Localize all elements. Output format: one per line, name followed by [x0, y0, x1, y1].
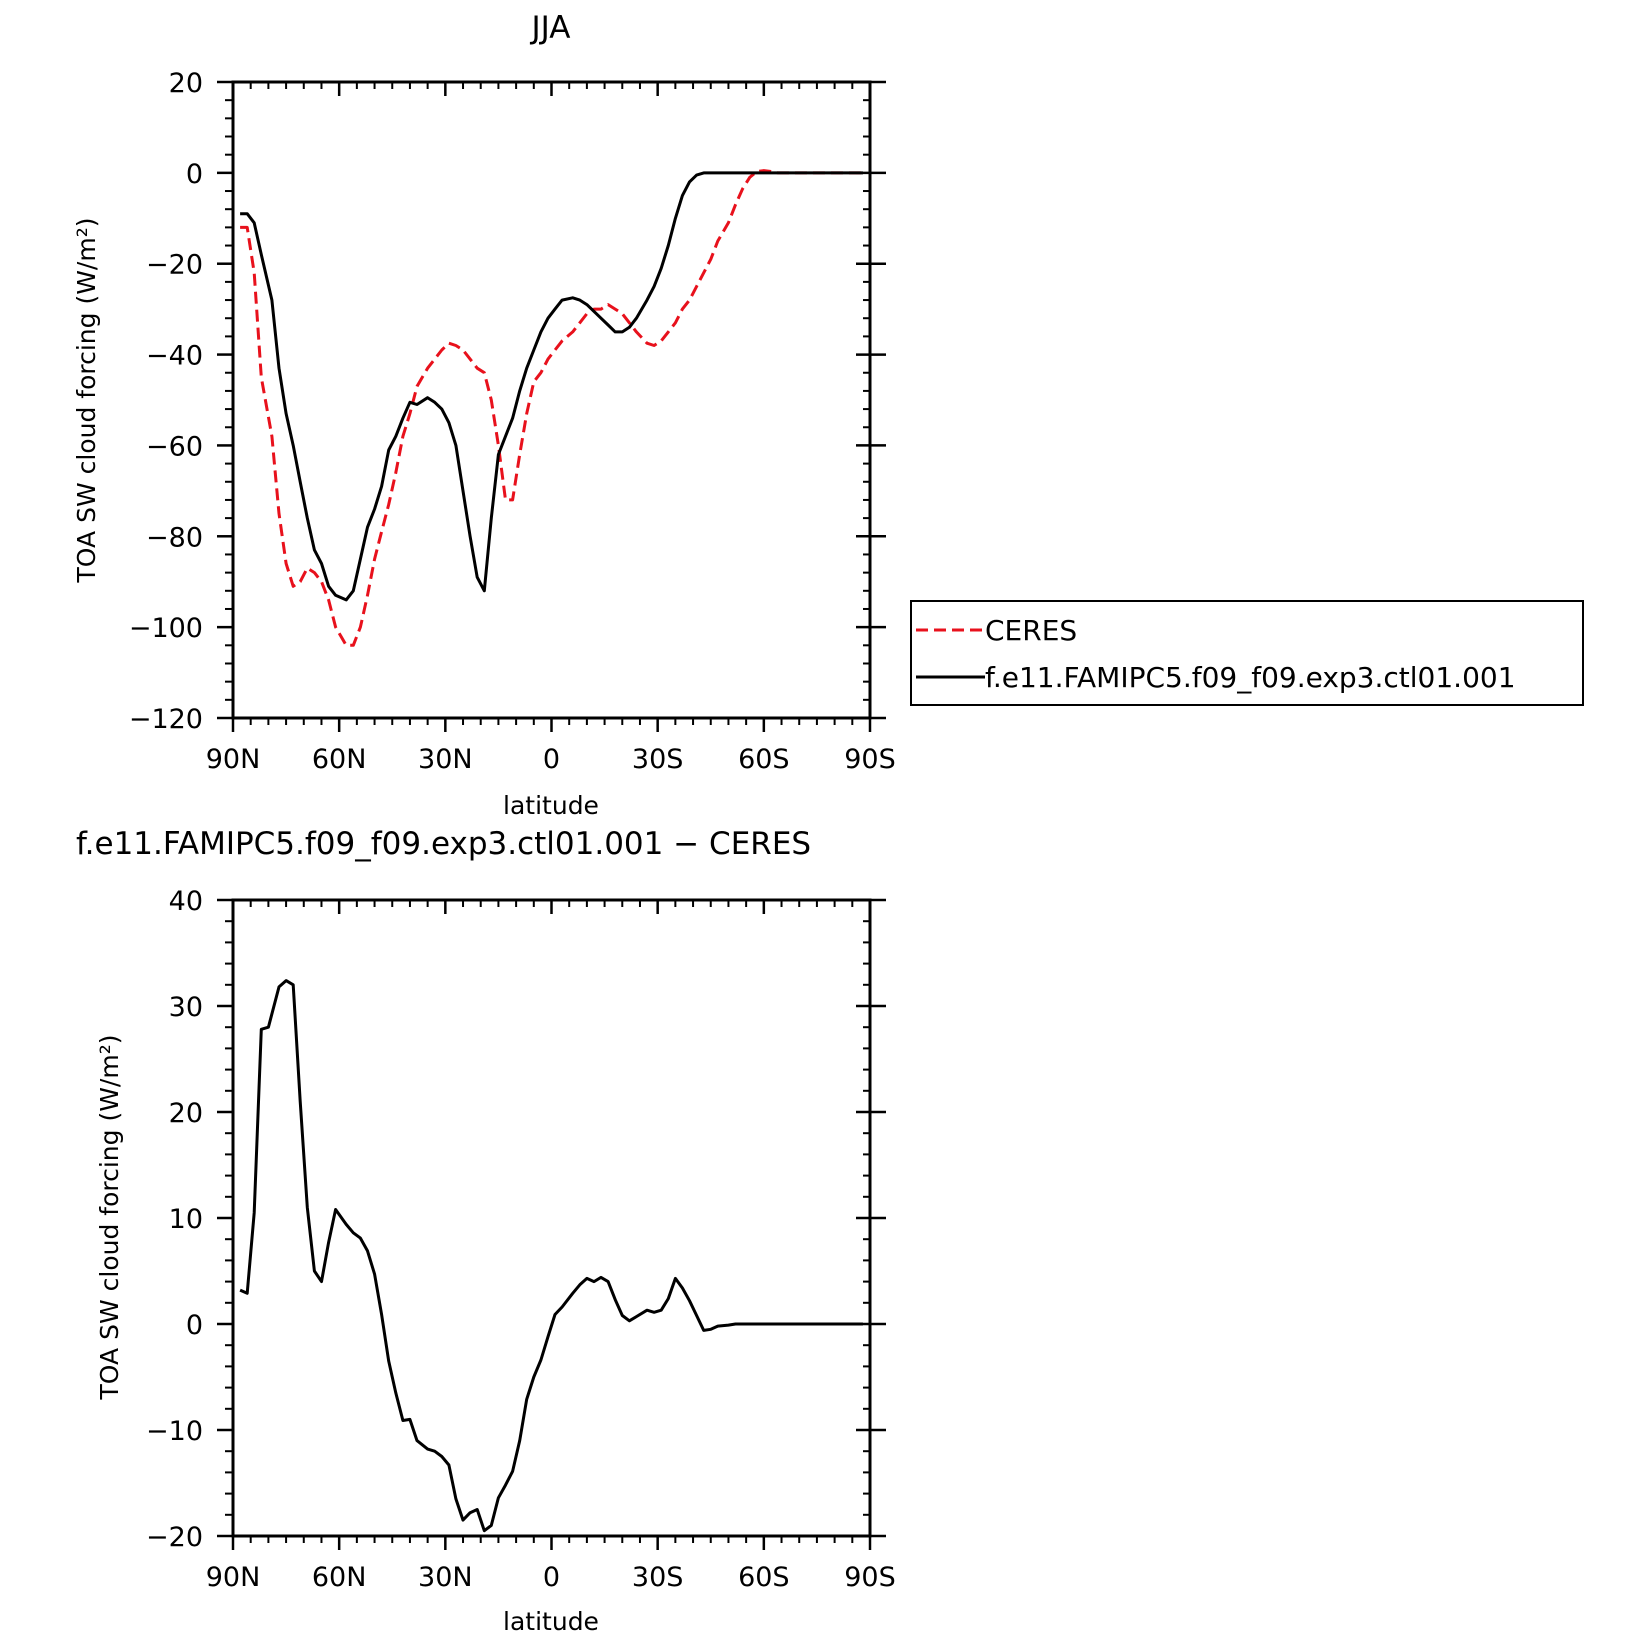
bottom-y-tick-label: 0 — [186, 1310, 203, 1341]
top-y-axis-label: TOA SW cloud forcing (W/m²) — [72, 218, 101, 584]
bottom-y-tick-label: 20 — [169, 1098, 203, 1129]
bottom-chart-title: f.e11.FAMIPC5.f09_f09.exp3.ctl01.001 − C… — [76, 826, 811, 862]
top-plot-frame — [231, 80, 872, 720]
bottom-x-tick-label: 0 — [543, 1562, 560, 1593]
bottom-tick-labels: 90N 60N 30N 0 30S 60S 90S 40 30 20 10 0 −10 −20 — [146, 886, 896, 1593]
bottom-series-line-0 — [239, 979, 863, 1533]
legend: CERES f.e11.FAMIPC5.f09_f09.exp3.ctl01.0… — [910, 600, 1584, 706]
top-x-tick-label: 90N — [206, 744, 261, 775]
top-chart-title: JJA — [530, 10, 571, 46]
bottom-x-tick-label: 90N — [206, 1562, 261, 1593]
top-ticks — [217, 80, 886, 732]
top-series-line-1 — [240, 171, 863, 602]
bottom-y-tick-label: −10 — [146, 1416, 203, 1447]
bottom-ticks — [217, 898, 886, 1550]
top-series-line-0 — [240, 169, 863, 647]
top-x-tick-label: 30N — [418, 744, 473, 775]
bottom-y-tick-label: −20 — [146, 1522, 203, 1553]
bottom-x-tick-label: 60N — [312, 1562, 367, 1593]
top-x-tick-label: 60N — [312, 744, 367, 775]
legend-box — [910, 600, 1584, 706]
top-y-tick-label: −20 — [146, 250, 203, 281]
top-y-tick-label: −60 — [146, 431, 203, 462]
bottom-x-axis-label: latitude — [503, 1607, 599, 1635]
top-y-tick-label: −100 — [129, 613, 203, 644]
top-x-tick-label: 30S — [632, 744, 684, 775]
bottom-y-axis-label: TOA SW cloud forcing (W/m²) — [95, 1035, 124, 1401]
top-series — [240, 169, 863, 647]
top-y-tick-label: 0 — [186, 159, 203, 190]
bottom-x-tick-label: 90S — [844, 1562, 896, 1593]
bottom-y-tick-label: 10 — [169, 1204, 203, 1235]
top-x-tick-label: 0 — [543, 744, 560, 775]
top-tick-labels: 90N 60N 30N 0 30S 60S 90S 20 0 −20 −40 −60 −80 −100 −1… — [129, 68, 896, 775]
legend-label-ceres: CERES — [985, 614, 1077, 647]
top-x-tick-label: 60S — [738, 744, 790, 775]
top-panel: JJA latitude TOA SW cloud forcing (W/m²)… — [72, 10, 896, 820]
bottom-x-tick-label: 30S — [632, 1562, 684, 1593]
top-y-tick-label: −80 — [146, 522, 203, 553]
bottom-y-tick-label: 40 — [169, 886, 203, 917]
top-y-tick-label: −40 — [146, 341, 203, 372]
bottom-plot-frame — [231, 898, 872, 1538]
bottom-x-tick-label: 60S — [738, 1562, 790, 1593]
top-y-tick-label: 20 — [169, 68, 203, 99]
top-y-tick-label: −120 — [129, 704, 203, 735]
bottom-panel: f.e11.FAMIPC5.f09_f09.exp3.ctl01.001 − C… — [76, 826, 896, 1635]
top-x-axis-label: latitude — [503, 791, 599, 820]
bottom-x-tick-label: 30N — [418, 1562, 473, 1593]
bottom-series — [239, 979, 863, 1533]
top-x-tick-label: 90S — [844, 744, 896, 775]
legend-label-model: f.e11.FAMIPC5.f09_f09.exp3.ctl01.001 — [985, 661, 1516, 694]
bottom-y-tick-label: 30 — [169, 992, 203, 1023]
